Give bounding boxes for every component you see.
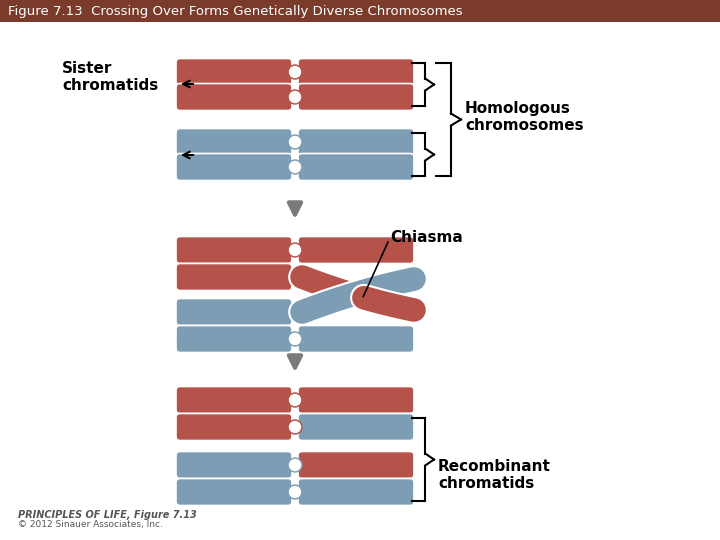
Circle shape [289,66,300,78]
FancyBboxPatch shape [298,414,414,441]
FancyBboxPatch shape [298,478,414,505]
FancyBboxPatch shape [298,129,414,156]
Circle shape [289,422,300,433]
FancyBboxPatch shape [298,237,414,264]
Text: PRINCIPLES OF LIFE, Figure 7.13: PRINCIPLES OF LIFE, Figure 7.13 [18,510,197,520]
FancyBboxPatch shape [298,451,414,478]
Text: Sister
chromatids: Sister chromatids [62,61,158,93]
Text: Chiasma: Chiasma [390,231,463,246]
FancyBboxPatch shape [298,153,414,180]
Circle shape [288,332,302,346]
Circle shape [289,487,300,497]
FancyBboxPatch shape [176,153,292,180]
Circle shape [289,245,300,255]
FancyBboxPatch shape [298,237,414,264]
Circle shape [288,458,302,472]
Circle shape [289,460,300,470]
Circle shape [289,137,300,147]
Text: Figure 7.13  Crossing Over Forms Genetically Diverse Chromosomes: Figure 7.13 Crossing Over Forms Genetica… [8,5,463,18]
FancyBboxPatch shape [176,264,292,291]
Circle shape [288,135,302,149]
Circle shape [288,243,302,257]
FancyBboxPatch shape [176,129,292,156]
FancyBboxPatch shape [176,84,292,111]
Circle shape [289,91,300,103]
FancyBboxPatch shape [176,451,292,478]
Circle shape [289,395,300,406]
Text: Recombinant
chromatids: Recombinant chromatids [438,459,551,491]
Circle shape [288,485,302,499]
Circle shape [288,65,302,79]
Circle shape [288,270,302,284]
FancyBboxPatch shape [176,299,292,326]
FancyBboxPatch shape [298,58,414,85]
Circle shape [289,307,300,318]
FancyBboxPatch shape [298,84,414,111]
Circle shape [288,90,302,104]
FancyBboxPatch shape [176,237,292,264]
FancyBboxPatch shape [0,0,720,22]
Text: © 2012 Sinauer Associates, Inc.: © 2012 Sinauer Associates, Inc. [18,521,163,530]
Text: Homologous
chromosomes: Homologous chromosomes [465,101,584,133]
FancyBboxPatch shape [176,326,292,353]
FancyBboxPatch shape [298,326,414,353]
Circle shape [288,393,302,407]
FancyBboxPatch shape [298,387,414,414]
Circle shape [288,420,302,434]
Circle shape [289,334,300,345]
Circle shape [288,305,302,319]
FancyBboxPatch shape [176,58,292,85]
Circle shape [289,272,300,282]
FancyBboxPatch shape [176,414,292,441]
FancyBboxPatch shape [176,387,292,414]
Circle shape [289,161,300,172]
FancyBboxPatch shape [176,478,292,505]
Circle shape [288,160,302,174]
